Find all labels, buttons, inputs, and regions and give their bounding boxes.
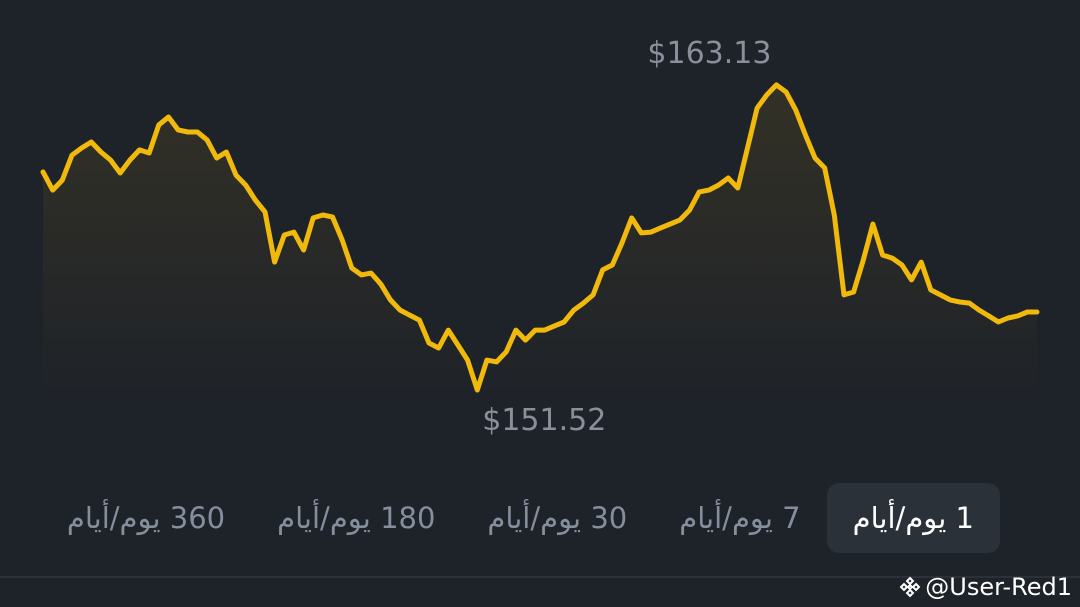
- range-tab[interactable]: 30 يوم/أيام: [487, 501, 628, 535]
- range-tab[interactable]: 1 يوم/أيام: [826, 483, 1000, 553]
- price-line: [40, 82, 1040, 393]
- price-annotation: $163.13: [647, 36, 771, 71]
- watermark: @User-Red1: [899, 573, 1072, 601]
- range-tab[interactable]: 7 يوم/أيام: [679, 501, 801, 535]
- area-fill: [43, 84, 1037, 411]
- watermark-text: @User-Red1: [925, 573, 1072, 601]
- separator: [0, 576, 1080, 578]
- range-tab[interactable]: 360 يوم/أيام: [66, 501, 226, 535]
- chart: $163.13 $151.52: [40, 36, 1040, 438]
- price-annotation: $151.52: [482, 403, 606, 438]
- logo-icon: [899, 576, 921, 598]
- range-tab[interactable]: 180 يوم/أيام: [277, 501, 436, 535]
- tab-bar: 1 يوم/أيام 7 يوم/أيام 30 يوم/أيام 180 يوم/أ…: [58, 483, 1000, 553]
- tabs: 1 يوم/أيام 7 يوم/أيام 30 يوم/أيام 180 يوم/أ…: [58, 483, 1000, 553]
